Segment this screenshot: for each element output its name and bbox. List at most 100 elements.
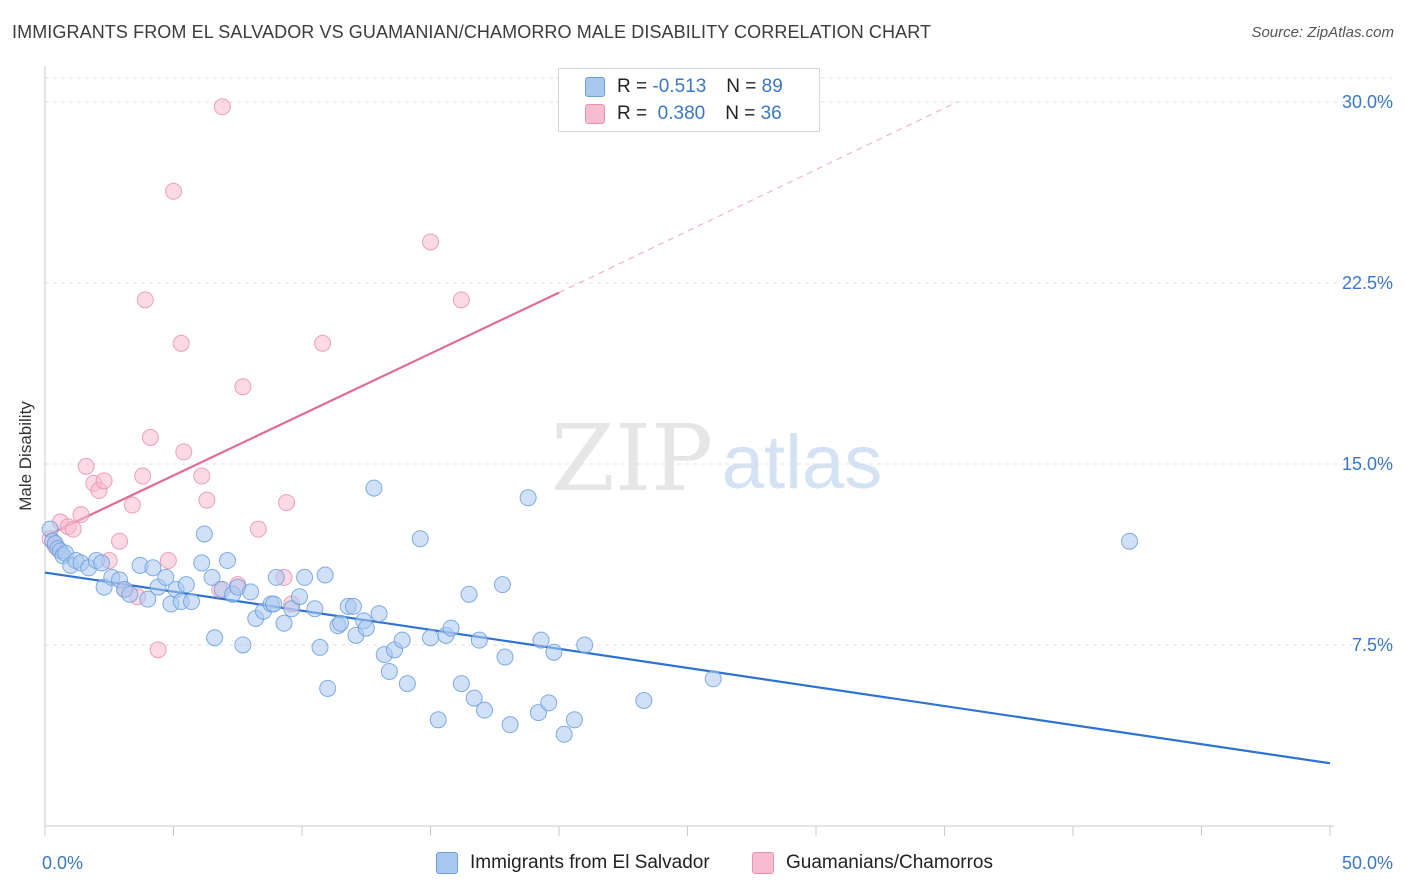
legend-swatch-pink bbox=[585, 104, 605, 124]
el-salvador-point bbox=[283, 600, 301, 618]
el-salvador-point bbox=[565, 711, 583, 729]
correlation-legend: R = -0.513 N = 89 R = 0.380 N = 36 bbox=[558, 68, 820, 132]
el-salvador-point bbox=[1121, 532, 1139, 550]
watermark: ZIP atlas bbox=[551, 405, 882, 512]
data-points bbox=[41, 98, 1139, 743]
series-swatch-pink bbox=[752, 852, 774, 874]
el-salvador-point bbox=[422, 629, 439, 647]
el-salvador-point bbox=[545, 643, 563, 661]
guamanian-point bbox=[175, 443, 193, 461]
source-credit: Source: ZipAtlas.com bbox=[1251, 24, 1394, 41]
guamanian-point bbox=[172, 334, 190, 352]
el-salvador-point bbox=[265, 595, 283, 613]
el-salvador-point bbox=[332, 614, 350, 632]
el-salvador-point bbox=[203, 568, 221, 586]
guamanian-point bbox=[278, 494, 296, 512]
legend-r-label: R = bbox=[617, 76, 648, 97]
series-legend-guamanian: Guamanians/Chamorros bbox=[752, 852, 993, 874]
guamanian-point bbox=[249, 520, 267, 538]
el-salvador-point bbox=[365, 479, 383, 497]
el-salvador-point bbox=[496, 648, 514, 666]
y-tick-label: 15.0% bbox=[1342, 454, 1393, 474]
el-salvador-point bbox=[555, 725, 573, 743]
guamanian-point bbox=[234, 378, 252, 396]
el-salvador-point bbox=[465, 689, 483, 707]
el-salvador-point bbox=[306, 600, 324, 618]
legend-r-value: 0.380 bbox=[652, 103, 706, 124]
el-salvador-point bbox=[316, 566, 334, 584]
watermark-zip: ZIP bbox=[551, 405, 713, 512]
el-salvador-point bbox=[519, 489, 537, 507]
el-salvador-point bbox=[429, 711, 447, 729]
el-salvador-point bbox=[177, 576, 195, 594]
el-salvador-point bbox=[704, 670, 722, 688]
el-salvador-point bbox=[193, 554, 211, 572]
x-tick-label: 50.0% bbox=[1342, 853, 1393, 873]
el-salvador-point bbox=[218, 552, 236, 570]
el-salvador-point bbox=[206, 629, 224, 647]
y-tick-label: 22.5% bbox=[1342, 273, 1393, 293]
el-salvador-point bbox=[532, 631, 550, 649]
guamanian-point bbox=[77, 457, 95, 475]
el-salvador-point bbox=[275, 614, 293, 632]
el-salvador-point bbox=[344, 597, 362, 615]
guamanian-point bbox=[165, 182, 182, 200]
el-salvador-point bbox=[470, 631, 488, 649]
guamanian-point bbox=[95, 472, 113, 490]
el-salvador-point bbox=[370, 605, 388, 623]
el-salvador-point bbox=[393, 631, 411, 649]
el-salvador-point bbox=[635, 692, 653, 709]
guamanian-point bbox=[213, 98, 231, 116]
el-salvador-point bbox=[493, 576, 511, 594]
guamanian-point bbox=[314, 334, 332, 352]
series-swatch-blue bbox=[436, 852, 458, 874]
legend-r-label: R = bbox=[617, 103, 648, 124]
el-salvador-point bbox=[442, 619, 460, 637]
el-salvador-point bbox=[234, 636, 252, 654]
el-salvador-point bbox=[501, 716, 519, 734]
guamanian-point bbox=[134, 467, 152, 485]
y-tick-label: 7.5% bbox=[1352, 635, 1393, 655]
guamanian-point bbox=[72, 506, 90, 524]
legend-row-el-salvador: R = -0.513 N = 89 bbox=[585, 75, 783, 99]
legend-row-guamanian: R = 0.380 N = 36 bbox=[585, 102, 782, 126]
guamanian-point bbox=[111, 532, 129, 550]
el-salvador-trendline bbox=[44, 571, 1331, 765]
el-salvador-point bbox=[576, 636, 594, 654]
axes bbox=[44, 66, 1334, 836]
el-salvador-point bbox=[93, 554, 111, 572]
guamanian-point bbox=[64, 520, 82, 538]
el-salvador-point bbox=[290, 588, 308, 606]
gridlines bbox=[45, 77, 1392, 646]
el-salvador-point bbox=[296, 568, 314, 586]
guamanian-point bbox=[149, 641, 167, 659]
guamanian-point bbox=[422, 233, 439, 251]
el-salvador-point bbox=[267, 568, 285, 586]
guamanian-point bbox=[123, 496, 141, 514]
el-salvador-point bbox=[195, 525, 213, 543]
series-legend-label: Guamanians/Chamorros bbox=[786, 852, 993, 873]
x-tick-label: 0.0% bbox=[42, 853, 83, 873]
el-salvador-point bbox=[121, 585, 139, 603]
guamanian-point bbox=[193, 467, 211, 485]
legend-n-value: 89 bbox=[761, 76, 783, 97]
y-tick-labels: 7.5% 15.0% 22.5% 30.0% bbox=[1342, 92, 1393, 655]
legend-n-label: N = bbox=[726, 76, 757, 97]
legend-r-value: -0.513 bbox=[652, 76, 707, 97]
guamanian-point bbox=[141, 428, 159, 446]
legend-swatch-blue bbox=[585, 77, 605, 97]
guamanian-trendline bbox=[44, 291, 560, 538]
guamanian-point bbox=[159, 552, 177, 570]
legend-n-value: 36 bbox=[760, 103, 782, 124]
x-tick-labels: 0.0% 50.0% bbox=[42, 853, 1393, 873]
guamanian-trendline-extension bbox=[558, 101, 958, 294]
el-salvador-point bbox=[380, 663, 398, 681]
el-salvador-point bbox=[157, 568, 175, 586]
el-salvador-point bbox=[475, 701, 493, 719]
el-salvador-point bbox=[242, 583, 260, 601]
el-salvador-point bbox=[398, 675, 416, 693]
el-salvador-point bbox=[139, 590, 157, 608]
el-salvador-point bbox=[452, 675, 470, 693]
guamanian-point bbox=[198, 491, 216, 509]
watermark-atlas: atlas bbox=[722, 420, 883, 505]
